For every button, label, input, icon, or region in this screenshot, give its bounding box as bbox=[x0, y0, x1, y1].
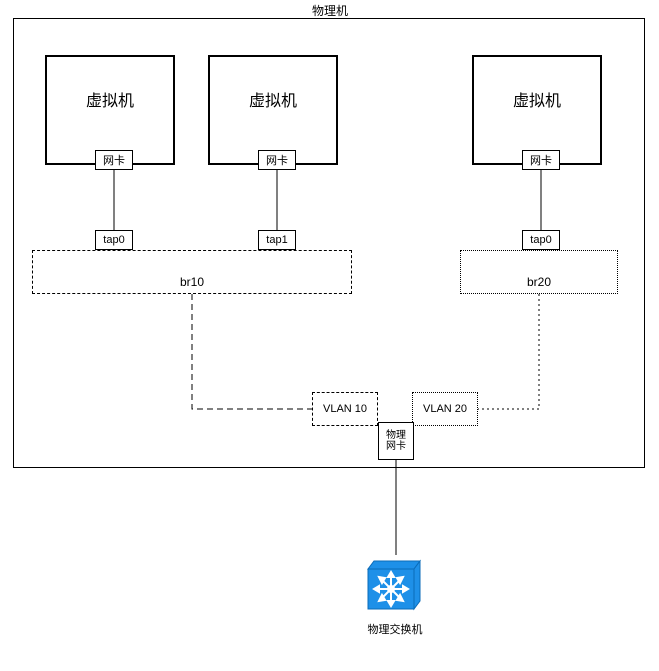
phys-nic-label: 物理 网卡 bbox=[386, 430, 406, 452]
vm2-nic-label: 网卡 bbox=[266, 152, 288, 168]
vm3-box: 虚拟机 bbox=[472, 55, 602, 165]
vlan10-box: VLAN 10 bbox=[312, 392, 378, 426]
host-title-text: 物理机 bbox=[312, 2, 348, 19]
phys-nic-box: 物理 网卡 bbox=[378, 422, 414, 460]
vlan20-label: VLAN 20 bbox=[423, 403, 467, 415]
switch-svg bbox=[362, 555, 426, 615]
vm2-label: 虚拟机 bbox=[249, 87, 297, 111]
br10-box: br10 bbox=[32, 250, 352, 294]
vlan10-label: VLAN 10 bbox=[323, 403, 367, 415]
vm1-nic-label: 网卡 bbox=[103, 152, 125, 168]
vm1-box: 虚拟机 bbox=[45, 55, 175, 165]
vm3-label: 虚拟机 bbox=[513, 87, 561, 111]
switch-label: 物理交换机 bbox=[350, 620, 440, 638]
diagram-canvas: 物理机 虚拟机 网卡 tap0 虚拟机 网卡 tap1 br10 虚拟机 网卡 … bbox=[0, 0, 659, 671]
tap0a: tap0 bbox=[95, 230, 133, 250]
tap0a-label: tap0 bbox=[103, 234, 124, 246]
br10-label: br10 bbox=[180, 275, 204, 289]
host-title: 物理机 bbox=[300, 2, 360, 18]
switch-label-text: 物理交换机 bbox=[368, 621, 423, 637]
tap0b-label: tap0 bbox=[530, 234, 551, 246]
vm1-label: 虚拟机 bbox=[86, 87, 134, 111]
vlan20-box: VLAN 20 bbox=[412, 392, 478, 426]
vm2-box: 虚拟机 bbox=[208, 55, 338, 165]
tap1-label: tap1 bbox=[266, 234, 287, 246]
vm3-nic: 网卡 bbox=[522, 150, 560, 170]
vm2-nic: 网卡 bbox=[258, 150, 296, 170]
br20-box: br20 bbox=[460, 250, 618, 294]
vm3-nic-label: 网卡 bbox=[530, 152, 552, 168]
vm1-nic: 网卡 bbox=[95, 150, 133, 170]
tap0b: tap0 bbox=[522, 230, 560, 250]
switch-icon bbox=[362, 555, 426, 615]
tap1: tap1 bbox=[258, 230, 296, 250]
br20-label: br20 bbox=[527, 275, 551, 289]
